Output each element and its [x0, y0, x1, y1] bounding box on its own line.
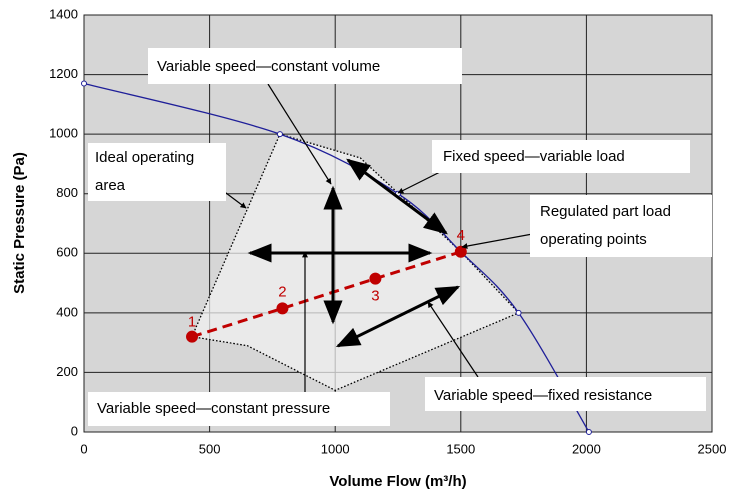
- annotation: Regulated part load: [540, 203, 671, 220]
- curve-marker: [585, 429, 592, 435]
- y-axis-title: Static Pressure (Pa): [11, 152, 28, 294]
- x-tick-label: 1500: [446, 441, 475, 456]
- point-label: 3: [371, 288, 379, 305]
- annotation-arrow: [461, 232, 539, 249]
- annotation-box: [432, 140, 690, 173]
- annotation-arrow: [397, 171, 441, 194]
- annotation-arrow: [427, 301, 479, 378]
- annotation: operating points: [540, 231, 647, 248]
- curve-marker: [81, 80, 87, 87]
- annotation-box: [148, 48, 462, 84]
- y-tick-label: 1000: [49, 126, 78, 141]
- curve-marker: [515, 309, 522, 316]
- y-tick-label: 600: [56, 245, 78, 260]
- annotation-box: [88, 392, 390, 426]
- point-label: 1: [188, 314, 196, 331]
- y-tick-label: 800: [56, 185, 78, 200]
- operating-point: [369, 272, 382, 285]
- y-tick-label: 1200: [49, 66, 78, 81]
- x-tick-label: 1000: [321, 441, 350, 456]
- annotation: Fixed speed—variable load: [443, 148, 625, 165]
- point-label: 4: [457, 227, 465, 244]
- annotation-box: [88, 143, 226, 201]
- annotation: area: [95, 177, 126, 194]
- annotation-arrow: [267, 83, 332, 185]
- point-label: 2: [278, 283, 286, 300]
- annotation-box: [425, 377, 706, 411]
- y-tick-label: 0: [71, 423, 78, 438]
- x-axis-title: Volume Flow (m³/h): [329, 473, 466, 490]
- x-tick-label: 2500: [698, 441, 727, 456]
- annotation: Variable speed—fixed resistance: [434, 387, 652, 404]
- x-tick-label: 0: [80, 441, 87, 456]
- y-tick-label: 200: [56, 364, 78, 379]
- double-arrow: [346, 158, 448, 235]
- x-tick-label: 2000: [572, 441, 601, 456]
- double-arrow: [335, 285, 461, 348]
- curve-marker: [276, 131, 283, 138]
- operating-point: [276, 302, 289, 315]
- annotation: Variable speed—constant volume: [157, 58, 380, 75]
- x-tick-label: 500: [199, 441, 221, 456]
- annotation: Ideal operating: [95, 149, 194, 166]
- y-tick-label: 400: [56, 304, 78, 319]
- annotation-box: [530, 195, 712, 257]
- operating-point: [454, 245, 467, 258]
- y-tick-label: 1400: [49, 6, 78, 21]
- annotation: Variable speed—constant pressure: [97, 400, 330, 417]
- operating-point: [186, 330, 199, 343]
